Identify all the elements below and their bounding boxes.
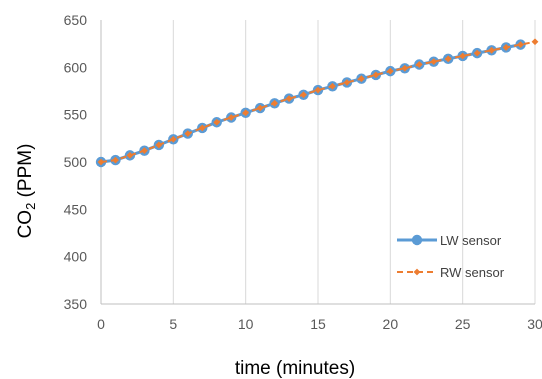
x-tick-label: 20 — [383, 316, 399, 332]
data-point — [343, 79, 351, 86]
y-axis-title: CO2 (PPM) — [15, 144, 38, 239]
data-point — [184, 130, 192, 137]
data-point — [444, 55, 452, 63]
x-axis-title: time (minutes) — [235, 358, 355, 379]
series — [95, 38, 539, 168]
data-point — [97, 158, 105, 166]
legend-marker — [411, 234, 423, 246]
data-point — [198, 124, 206, 132]
data-point — [112, 156, 119, 164]
data-point — [256, 104, 264, 112]
x-tick-label: 15 — [310, 316, 326, 332]
y-tick-label: 600 — [64, 59, 88, 75]
legend-item: LW sensor — [397, 233, 502, 248]
y-axis-title-main: CO — [15, 210, 36, 239]
data-point — [488, 46, 495, 54]
data-point — [358, 75, 365, 83]
series-lw-sensor — [95, 39, 526, 168]
data-point — [386, 67, 394, 75]
x-tick-label: 10 — [238, 316, 254, 332]
data-point — [502, 44, 510, 51]
y-tick-labels: 650 600 550 500 450 400 350 — [64, 12, 88, 312]
legend-marker — [413, 268, 421, 276]
legend: LW sensor RW sensor — [397, 233, 505, 280]
y-tick-label: 350 — [64, 296, 88, 312]
x-tick-label: 5 — [169, 316, 177, 332]
data-point — [314, 86, 322, 94]
data-point — [430, 58, 438, 66]
data-point — [285, 95, 293, 102]
data-point — [155, 141, 163, 149]
data-point — [227, 114, 235, 121]
data-point — [126, 151, 134, 159]
x-tick-label: 30 — [527, 316, 542, 332]
data-point — [242, 109, 250, 117]
data-point — [415, 61, 423, 68]
legend-item: RW sensor — [397, 265, 505, 280]
data-point — [459, 52, 467, 60]
data-point — [329, 82, 336, 90]
data-point — [271, 99, 278, 107]
data-point — [401, 64, 409, 72]
data-point — [300, 91, 307, 99]
data-point — [473, 49, 481, 57]
y-tick-label: 450 — [64, 201, 88, 217]
data-point — [213, 118, 221, 126]
y-tick-label: 650 — [64, 12, 88, 28]
y-tick-label: 550 — [64, 107, 88, 123]
series-rw-sensor — [97, 38, 539, 166]
x-tick-label: 0 — [97, 316, 105, 332]
data-point — [141, 147, 148, 155]
legend-label: RW sensor — [440, 265, 505, 280]
x-tick-labels: 0 5 10 15 20 25 30 — [97, 316, 542, 332]
data-point — [169, 135, 177, 143]
data-point — [531, 38, 539, 46]
legend-label: LW sensor — [440, 233, 502, 248]
x-tick-label: 25 — [455, 316, 471, 332]
y-tick-label: 400 — [64, 249, 88, 265]
y-axis-title-rest: (PPM) — [15, 144, 36, 203]
y-tick-label: 500 — [64, 154, 88, 170]
data-point — [372, 71, 380, 79]
vertical-gridlines — [172, 20, 536, 304]
data-point — [517, 41, 524, 49]
y-axis-title-subscript: 2 — [23, 203, 38, 210]
